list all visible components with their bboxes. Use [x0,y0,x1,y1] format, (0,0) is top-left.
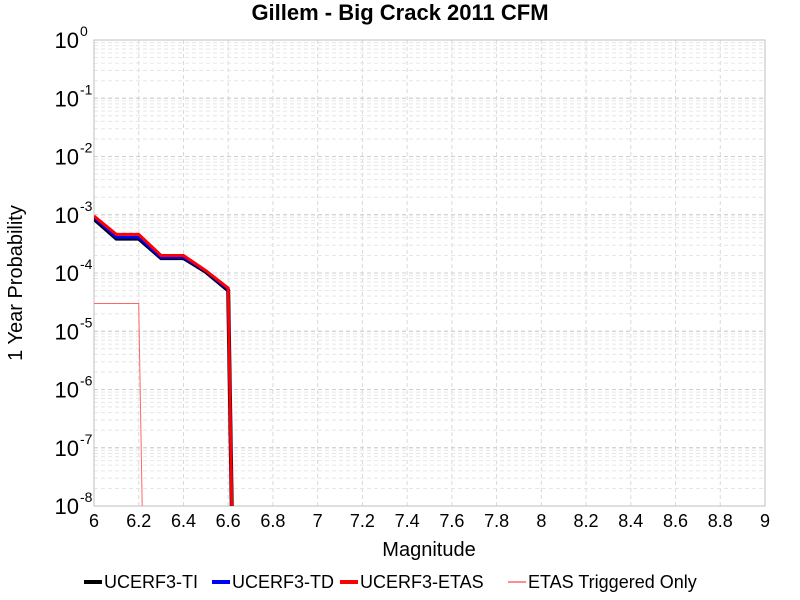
legend-label: UCERF3-TI [104,572,198,592]
series-line-ucerf3-etas [94,214,234,506]
legend-item: UCERF3-ETAS [340,572,484,592]
x-tick-label: 8.4 [618,511,643,531]
y-tick-base: 10 [55,203,79,228]
x-tick-label: 9 [760,511,770,531]
y-tick-label: 10 -8 [55,489,93,519]
y-tick-label: 10 -3 [55,198,93,228]
y-tick-exponent: -2 [80,140,93,156]
y-tick-base: 10 [55,436,79,461]
y-tick-label: 10 -7 [55,431,93,461]
x-axis-label: Magnitude [382,539,475,561]
y-tick-exponent: -4 [80,256,93,272]
plot-frame [93,39,766,507]
x-tick-label: 7.6 [439,511,464,531]
x-tick-label: 7 [313,511,323,531]
legend-label: ETAS Triggered Only [528,572,697,592]
y-tick-base: 10 [55,494,79,519]
y-tick-exponent: -7 [80,431,93,447]
x-tick-label: 6.2 [126,511,151,531]
x-tick-label: 6.8 [260,511,285,531]
y-axis-label: 1 Year Probability [5,205,27,361]
y-tick-label: 10 -1 [55,81,93,111]
x-tick-label: 6.6 [216,511,241,531]
y-tick-label: 10 -5 [55,314,93,344]
y-tick-exponent: -8 [80,489,93,505]
x-tick-label: 7.4 [395,511,420,531]
x-tick-label: 7.8 [484,511,509,531]
x-tick-labels: 6 6.2 6.4 6.6 6.8 7 7.2 7.4 7.6 7.8 8 8.2 8.4 8.6 8.8 9 [89,511,770,531]
series-line-ucerf3-td [94,216,234,506]
legend-item: UCERF3-TI [84,572,198,592]
y-tick-base: 10 [55,319,79,344]
x-tick-label: 8.8 [708,511,733,531]
y-tick-exponent: -6 [80,373,93,389]
x-tick-label: 6 [89,511,99,531]
y-tick-base: 10 [55,28,79,53]
x-tick-label: 7.2 [350,511,375,531]
grid [93,39,766,507]
x-tick-label: 8 [536,511,546,531]
y-tick-base: 10 [55,86,79,111]
y-tick-exponent: 0 [80,23,88,39]
legend-item: UCERF3-TD [212,572,334,592]
legend-label: UCERF3-ETAS [360,572,484,592]
x-tick-label: 8.6 [663,511,688,531]
series-line-ucerf3-ti [94,217,234,506]
legend-label: UCERF3-TD [232,572,334,592]
y-tick-label: 10 0 [55,23,88,53]
y-tick-label: 10 -4 [55,256,93,286]
y-tick-label: 10 -2 [55,140,93,170]
legend: UCERF3-TI UCERF3-TD UCERF3-ETAS ETAS Trigge… [84,572,697,592]
y-tick-label: 10 -6 [55,373,93,403]
series-line-etas-triggered-only [94,303,143,506]
chart-title: Gillem - Big Crack 2011 CFM [251,0,548,25]
y-tick-base: 10 [55,145,79,170]
y-tick-exponent: -3 [80,198,93,214]
series-group [94,214,234,506]
y-tick-base: 10 [55,261,79,286]
y-tick-exponent: -1 [80,81,93,97]
y-tick-exponent: -5 [80,314,93,330]
legend-item: ETAS Triggered Only [508,572,697,592]
x-tick-label: 6.4 [171,511,196,531]
y-tick-base: 10 [55,378,79,403]
x-tick-label: 8.2 [574,511,599,531]
